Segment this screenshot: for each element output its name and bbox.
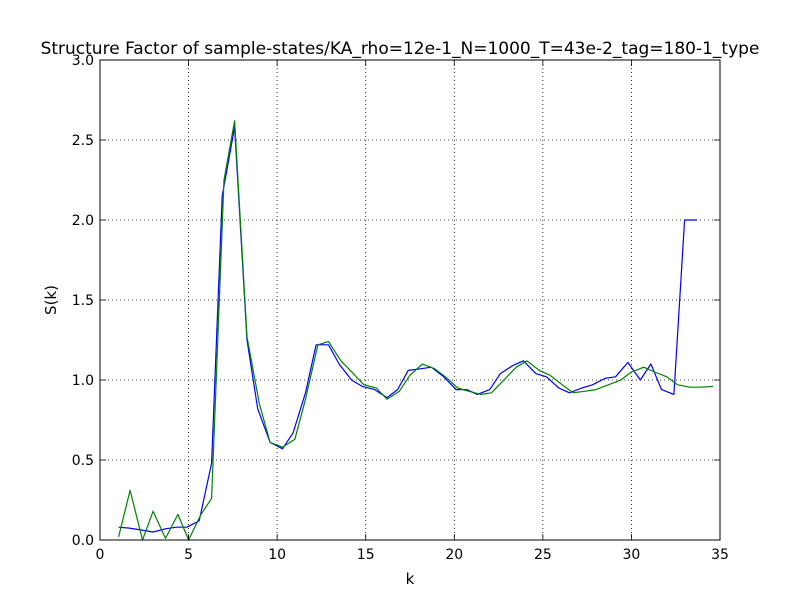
series-2-line [118, 120, 713, 541]
y-tick-labels: 0.0 0.5 1.0 1.5 2.0 2.5 3.0 [72, 53, 94, 549]
x-tick-label: 35 [711, 547, 729, 563]
x-tick-label: 15 [357, 547, 375, 563]
x-tick-label: 0 [96, 547, 105, 563]
grid-lines [100, 60, 720, 540]
x-tick-label: 5 [184, 547, 193, 563]
y-axis-label: S(k) [42, 285, 60, 315]
x-tick-label: 30 [623, 547, 641, 563]
y-tick-label: 2.5 [72, 133, 94, 149]
chart-title: Structure Factor of sample-states/KA_rho… [41, 39, 760, 59]
y-tick-label: 2.0 [72, 213, 94, 229]
y-tick-label: 1.5 [72, 293, 94, 309]
y-tick-label: 0.5 [72, 453, 94, 469]
y-tick-label: 3.0 [72, 53, 94, 69]
series-1-line [118, 126, 697, 533]
x-tick-label: 20 [445, 547, 463, 563]
x-axis-label: k [406, 570, 415, 588]
plot-series [118, 120, 713, 541]
y-tick-label: 1.0 [72, 373, 94, 389]
x-tick-label: 10 [268, 547, 286, 563]
x-tick-labels: 0 5 10 15 20 25 30 35 [96, 547, 729, 563]
x-tick-label: 25 [534, 547, 552, 563]
axis-ticks [99, 59, 721, 541]
y-tick-label: 0.0 [72, 533, 94, 549]
